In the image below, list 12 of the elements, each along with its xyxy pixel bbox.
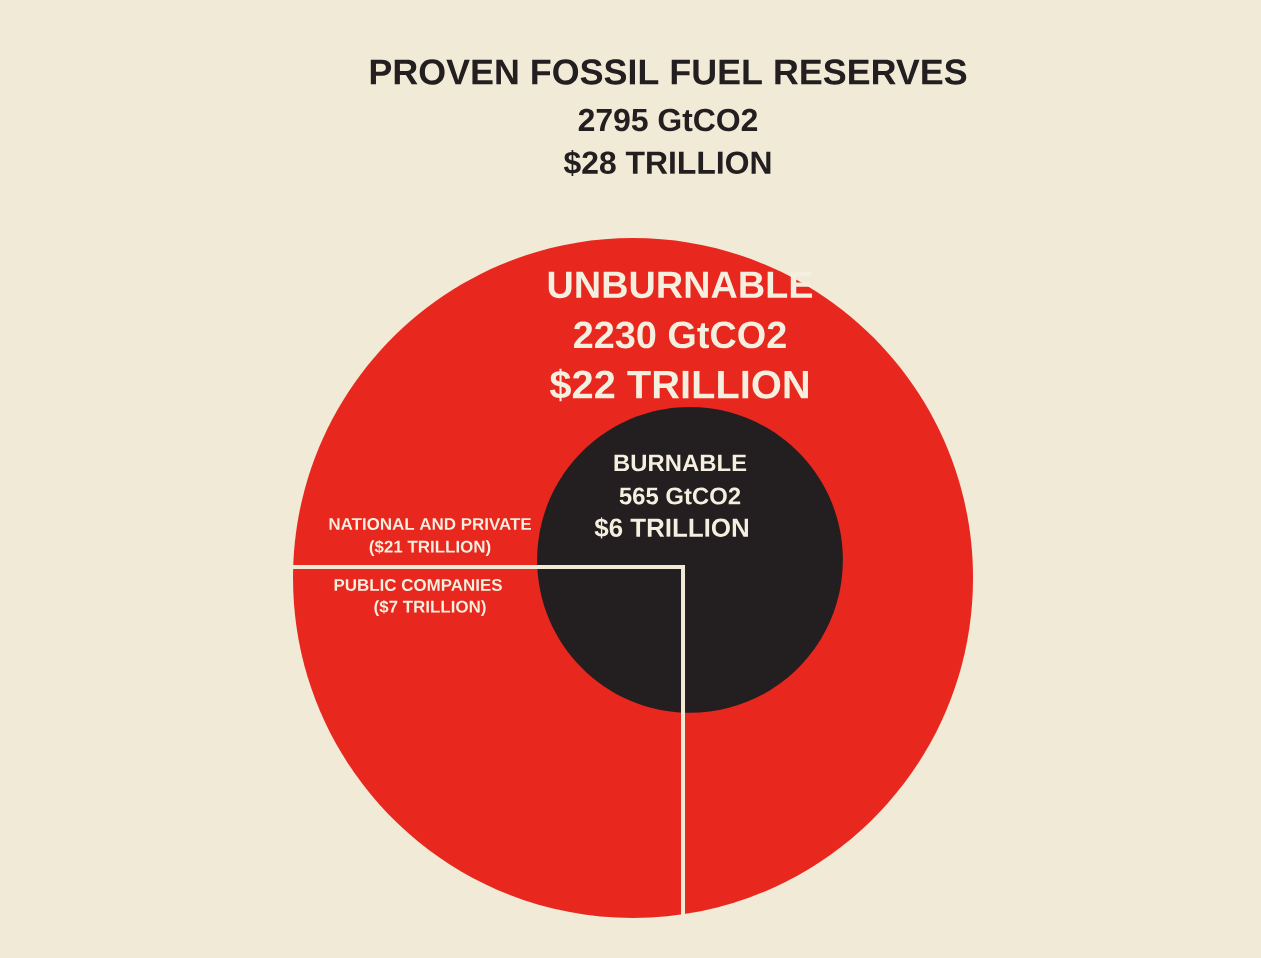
text: $22 TRILLION	[549, 368, 808, 402]
data-label: 2230 GtCO2	[574, 321, 786, 349]
text: $6 TRILLION	[594, 517, 748, 539]
text: PUBLIC COMPANIES	[334, 579, 502, 591]
text: ($7 TRILLION)	[374, 599, 486, 617]
data-label: 565 GtCO2	[619, 487, 741, 505]
category-label: BURNABLE	[614, 454, 747, 472]
text: NATIONAL AND PRIVATE	[329, 517, 531, 530]
text: 2795 GtCO2	[578, 108, 758, 132]
text: $28 TRILLION	[563, 149, 771, 176]
text: ($21 TRILLION)	[369, 539, 491, 557]
text: PROVEN FOSSIL FUEL RESERVES	[370, 59, 967, 85]
